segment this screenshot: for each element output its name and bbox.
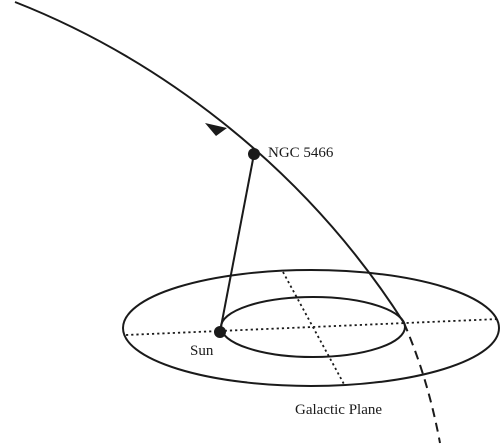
cluster-point (248, 148, 260, 160)
galactic-plane-axis-vertical (282, 271, 346, 387)
galactic-plane-label: Galactic Plane (295, 402, 382, 418)
orbit-path-below-plane (403, 322, 441, 444)
orbit-direction-arrow (205, 123, 227, 136)
galactic-plane-outer-ring (122, 269, 500, 387)
sun-to-cluster-line (219, 153, 255, 333)
sun-point (214, 326, 226, 338)
sun-label: Sun (190, 343, 214, 359)
cluster-label: NGC 5466 (268, 145, 334, 161)
orbit-path (14, 1, 405, 324)
